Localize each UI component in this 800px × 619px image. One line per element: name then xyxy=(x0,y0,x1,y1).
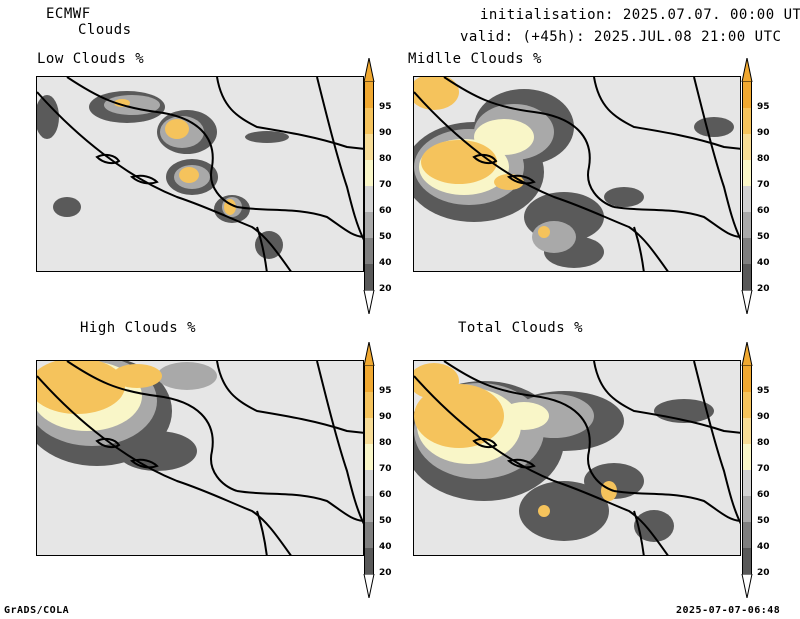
colorbar-segment xyxy=(742,444,752,470)
colorbar-label: 90 xyxy=(757,128,770,138)
map-high-clouds xyxy=(36,360,364,556)
colorbar-label: 20 xyxy=(757,284,770,294)
colorbar-label: 40 xyxy=(379,542,392,552)
colorbar-label: 50 xyxy=(757,232,770,242)
colorbar-label: 20 xyxy=(379,568,392,578)
colorbar-label: 60 xyxy=(379,206,392,216)
colorbar-bottom-arrow xyxy=(363,574,375,598)
colorbar-label: 50 xyxy=(757,516,770,526)
footer-left: GrADS/COLA xyxy=(4,605,70,616)
colorbar-label: 60 xyxy=(757,206,770,216)
colorbar-segment xyxy=(742,134,752,160)
footer-right: 2025-07-07-06:48 xyxy=(676,605,781,616)
colorbar-segment xyxy=(364,212,374,238)
colorbar-segment xyxy=(364,470,374,496)
colorbar-segment xyxy=(364,444,374,470)
panel-title-total: Total Clouds % xyxy=(458,320,584,336)
colorbar-segment xyxy=(742,470,752,496)
colorbar-middle: 95 90 80 70 60 50 40 20 xyxy=(741,58,790,314)
colorbar-segment xyxy=(742,392,752,418)
colorbar-label: 70 xyxy=(757,464,770,474)
colorbar-label: 20 xyxy=(757,568,770,578)
colorbar-segment xyxy=(364,548,374,574)
colorbar-segment xyxy=(742,496,752,522)
colorbar-segment xyxy=(364,392,374,418)
colorbar-label: 95 xyxy=(379,386,392,396)
colorbar-segment xyxy=(364,522,374,548)
colorbar-segment xyxy=(364,496,374,522)
model-label: ECMWF xyxy=(46,6,91,22)
colorbar-segment xyxy=(364,134,374,160)
colorbar-top-arrow xyxy=(741,342,753,366)
colorbar-bottom-arrow xyxy=(741,290,753,314)
colorbar-segment xyxy=(364,108,374,134)
colorbar-total: 95 90 80 70 60 50 40 20 xyxy=(741,342,790,598)
colorbar-label: 60 xyxy=(757,490,770,500)
colorbar-label: 80 xyxy=(757,154,770,164)
map-middle-clouds xyxy=(413,76,741,272)
colorbar-label: 40 xyxy=(757,542,770,552)
colorbar-segment xyxy=(364,264,374,290)
colorbar-label: 95 xyxy=(757,386,770,396)
colorbar-top-arrow xyxy=(363,342,375,366)
colorbar-segment xyxy=(364,186,374,212)
init-time: initialisation: 2025.07.07. 00:00 UTC xyxy=(480,7,800,23)
colorbar-label: 70 xyxy=(757,180,770,190)
colorbar-label: 50 xyxy=(379,516,392,526)
colorbar-top-arrow xyxy=(741,58,753,82)
colorbar-label: 20 xyxy=(379,284,392,294)
colorbar-segment xyxy=(742,366,752,392)
colorbar-label: 40 xyxy=(379,258,392,268)
colorbar-label: 60 xyxy=(379,490,392,500)
colorbar-segment xyxy=(364,366,374,392)
panel-title-middle: Midlle Clouds % xyxy=(408,51,542,67)
colorbar-segment xyxy=(364,418,374,444)
colorbar-label: 95 xyxy=(757,102,770,112)
colorbar-high: 95 90 80 70 60 50 40 20 xyxy=(363,342,412,598)
colorbar-label: 95 xyxy=(379,102,392,112)
panel-title-low: Low Clouds % xyxy=(37,51,145,67)
colorbar-segment xyxy=(742,264,752,290)
colorbar-segment xyxy=(742,548,752,574)
colorbar-label: 70 xyxy=(379,180,392,190)
colorbar-bottom-arrow xyxy=(363,290,375,314)
colorbar-segment xyxy=(742,522,752,548)
colorbar-label: 50 xyxy=(379,232,392,242)
colorbar-low: 95 90 80 70 60 50 40 20 xyxy=(363,58,412,314)
colorbar-segment xyxy=(742,238,752,264)
map-low-clouds xyxy=(36,76,364,272)
colorbar-label: 70 xyxy=(379,464,392,474)
colorbar-label: 40 xyxy=(757,258,770,268)
colorbar-segment xyxy=(742,212,752,238)
colorbar-segment xyxy=(742,418,752,444)
colorbar-label: 90 xyxy=(757,412,770,422)
product-label: Clouds xyxy=(78,22,132,38)
colorbar-label: 80 xyxy=(379,438,392,448)
colorbar-label: 90 xyxy=(379,128,392,138)
colorbar-segment xyxy=(364,238,374,264)
colorbar-segment xyxy=(742,108,752,134)
colorbar-segment xyxy=(742,82,752,108)
colorbar-segment xyxy=(742,186,752,212)
colorbar-label: 90 xyxy=(379,412,392,422)
colorbar-top-arrow xyxy=(363,58,375,82)
map-total-clouds xyxy=(413,360,741,556)
colorbar-segment xyxy=(742,160,752,186)
panel-title-high: High Clouds % xyxy=(80,320,197,336)
colorbar-label: 80 xyxy=(379,154,392,164)
colorbar-label: 80 xyxy=(757,438,770,448)
colorbar-segment xyxy=(364,82,374,108)
colorbar-segment xyxy=(364,160,374,186)
valid-time: valid: (+45h): 2025.JUL.08 21:00 UTC xyxy=(460,29,782,45)
colorbar-bottom-arrow xyxy=(741,574,753,598)
